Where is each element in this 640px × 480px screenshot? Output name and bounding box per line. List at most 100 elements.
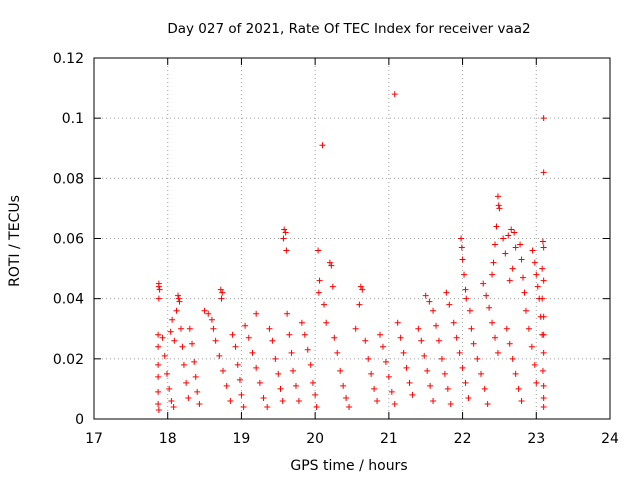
- data-point: [283, 247, 290, 254]
- data-point: [229, 331, 236, 338]
- data-point: [216, 352, 223, 359]
- data-point: [218, 295, 225, 302]
- x-axis-label: GPS time / hours: [290, 458, 407, 474]
- x-tick-label: 22: [454, 431, 472, 447]
- data-point: [430, 307, 437, 314]
- data-point: [508, 226, 515, 233]
- data-point: [368, 370, 375, 377]
- y-tick-label: 0.12: [53, 51, 84, 67]
- data-point: [518, 397, 525, 404]
- data-point: [155, 388, 162, 395]
- data-point: [540, 277, 547, 284]
- data-point: [533, 379, 540, 386]
- data-point: [474, 355, 481, 362]
- data-point: [286, 331, 293, 338]
- data-point: [450, 319, 457, 326]
- data-point: [159, 334, 166, 341]
- data-point: [163, 370, 170, 377]
- data-point: [418, 337, 425, 344]
- data-point: [540, 382, 547, 389]
- data-point: [352, 325, 359, 332]
- data-point: [511, 229, 518, 236]
- data-point: [275, 370, 282, 377]
- data-point: [494, 349, 501, 356]
- y-tick-label: 0: [75, 412, 84, 428]
- data-point: [483, 292, 490, 299]
- data-point: [446, 301, 453, 308]
- data-point: [371, 385, 378, 392]
- data-point: [433, 322, 440, 329]
- data-point: [512, 244, 519, 251]
- data-point: [409, 391, 416, 398]
- data-point: [236, 376, 243, 383]
- data-point: [397, 334, 404, 341]
- data-point: [496, 205, 503, 212]
- x-tick-label: 21: [380, 431, 398, 447]
- data-point: [391, 91, 398, 98]
- data-point: [365, 355, 372, 362]
- data-point: [379, 343, 386, 350]
- data-point: [201, 307, 208, 314]
- data-point: [227, 397, 234, 404]
- data-point: [427, 382, 434, 389]
- data-point: [155, 331, 162, 338]
- data-point: [422, 292, 429, 299]
- data-point: [391, 400, 398, 407]
- y-axis-label: ROTI / TECUs: [7, 195, 23, 287]
- data-point: [520, 274, 527, 281]
- data-point: [495, 202, 502, 209]
- data-point: [179, 343, 186, 350]
- data-point: [217, 286, 224, 293]
- data-point: [458, 244, 465, 251]
- data-point: [522, 307, 529, 314]
- data-point: [465, 394, 472, 401]
- data-point: [189, 340, 196, 347]
- data-point: [466, 307, 473, 314]
- data-point: [177, 325, 184, 332]
- data-point: [362, 337, 369, 344]
- data-point: [356, 301, 363, 308]
- data-point: [494, 193, 501, 200]
- data-point: [480, 280, 487, 287]
- data-point: [528, 343, 535, 350]
- data-point: [531, 259, 538, 266]
- data-point: [166, 385, 173, 392]
- data-point: [186, 325, 193, 332]
- data-point: [459, 364, 466, 371]
- data-point: [493, 223, 500, 230]
- data-point: [539, 238, 546, 245]
- data-point: [340, 382, 347, 389]
- data-point: [220, 367, 226, 374]
- data-point: [388, 388, 395, 395]
- data-point: [316, 277, 323, 284]
- y-axis-ticks: 0 0.02 0.04 0.06 0.08 0.1 0.12: [53, 51, 610, 428]
- data-points: [155, 91, 547, 413]
- data-point: [205, 310, 212, 317]
- data-point: [183, 379, 190, 386]
- y-tick-label: 0.04: [53, 292, 84, 308]
- data-point: [269, 337, 276, 344]
- data-point: [540, 403, 547, 410]
- data-point: [280, 235, 287, 242]
- data-point: [249, 349, 256, 356]
- data-point: [320, 301, 327, 308]
- data-point: [539, 367, 546, 374]
- data-point: [359, 286, 366, 293]
- data-point: [468, 325, 475, 332]
- data-point: [462, 286, 469, 293]
- data-point: [435, 337, 442, 344]
- data-point: [478, 370, 484, 377]
- x-tick-label: 24: [601, 431, 619, 447]
- data-point: [156, 286, 163, 293]
- data-point: [540, 169, 547, 176]
- data-point: [443, 289, 450, 296]
- data-point: [426, 298, 433, 305]
- data-point: [447, 400, 454, 407]
- data-point: [242, 322, 249, 329]
- data-point: [357, 283, 364, 290]
- data-point: [377, 331, 384, 338]
- data-point: [155, 373, 162, 380]
- x-tick-label: 23: [527, 431, 545, 447]
- data-point: [171, 337, 178, 344]
- data-point: [540, 394, 547, 401]
